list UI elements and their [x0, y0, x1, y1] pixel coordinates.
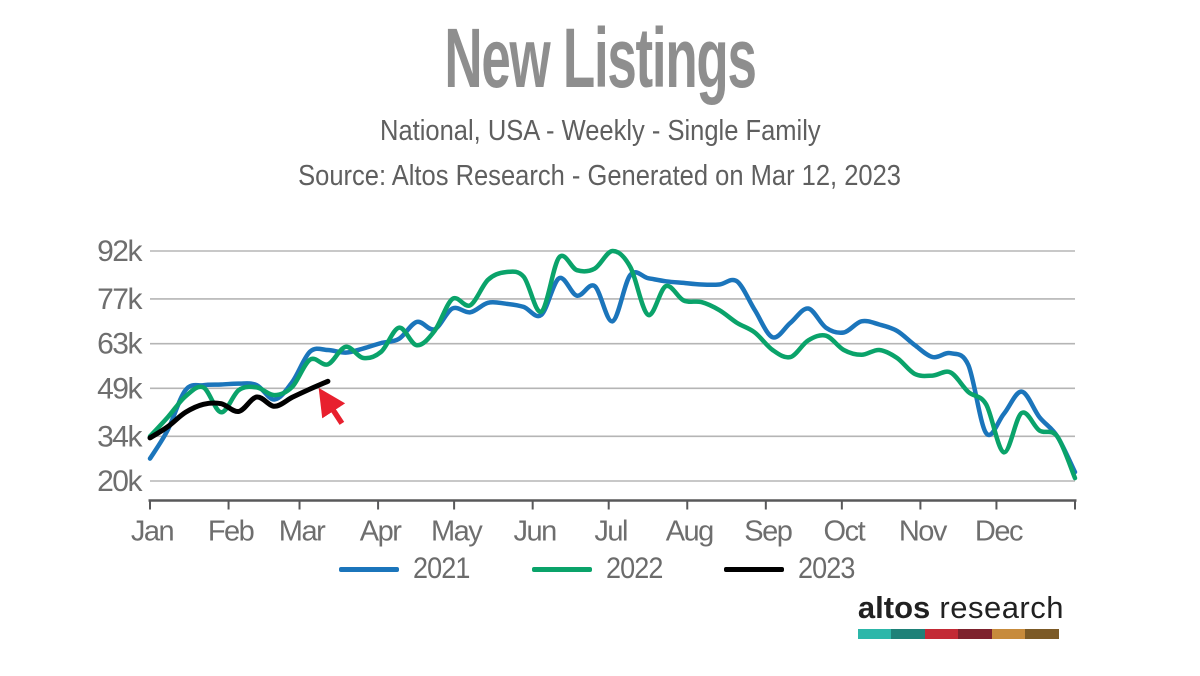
y-axis-label-34k: 34k: [97, 420, 143, 453]
chart-title-text: New Listings: [444, 11, 757, 105]
legend-label-2022: 2022: [605, 552, 663, 585]
legend-item-2021: 2021: [338, 552, 476, 586]
logo-bar-segment-1: [857, 629, 892, 639]
red-arrow-annotation: [318, 387, 346, 425]
series-line-2023: [147, 378, 331, 441]
y-axis-label-63k: 63k: [97, 328, 143, 361]
y-axis-label-49k: 49k: [97, 372, 143, 405]
x-axis-label-Dec: Dec: [975, 516, 1023, 548]
x-axis-label-Apr: Apr: [360, 516, 402, 548]
logo-bar-segment-2: [891, 629, 925, 639]
chart-subtitle: National, USA - Weekly - Single Family: [0, 115, 1200, 148]
series-line-2021: [147, 270, 1078, 475]
logo-bar-segment-4: [958, 629, 992, 639]
logo-bar-segment-5: [991, 629, 1026, 639]
legend-swatch-2022: [531, 566, 592, 572]
x-axis-label-Sep: Sep: [744, 516, 791, 548]
x-axis-label-Aug: Aug: [666, 516, 713, 548]
chart-source-text: Source: Altos Research - Generated on Ma…: [298, 160, 902, 192]
legend-swatch-2023: [724, 566, 785, 572]
y-axis-label-20k: 20k: [97, 465, 143, 498]
logo-word-altos: altos: [857, 590, 931, 625]
legend-item-2023: 2023: [724, 552, 861, 586]
x-axis-label-Jan: Jan: [131, 516, 174, 548]
page-title: New Listings: [0, 16, 1200, 100]
logo-word-research: research: [939, 590, 1064, 625]
x-axis-label-May: May: [431, 516, 483, 548]
altos-research-logo: altos research: [857, 590, 1064, 639]
logo-bar-segment-3: [924, 629, 959, 639]
x-axis-label-Oct: Oct: [824, 516, 866, 548]
legend-swatch-2021: [338, 566, 399, 572]
x-axis-label-Jun: Jun: [514, 516, 557, 548]
chart-source-line: Source: Altos Research - Generated on Ma…: [0, 160, 1200, 193]
logo-bar-segment-6: [1025, 629, 1059, 639]
y-axis-label-92k: 92k: [97, 235, 143, 268]
x-axis-label-Feb: Feb: [208, 516, 254, 548]
series-line-2022: [147, 248, 1078, 481]
logo-color-bar: [857, 629, 1059, 639]
x-axis-label-Mar: Mar: [279, 516, 326, 548]
legend-label-2021: 2021: [412, 552, 470, 585]
logo-wordmark: altos research: [858, 590, 1064, 626]
legend-label-2023: 2023: [798, 552, 855, 585]
legend-item-2022: 2022: [531, 552, 669, 586]
chart-subtitle-text: National, USA - Weekly - Single Family: [379, 115, 821, 147]
x-axis-label-Jul: Jul: [594, 516, 627, 548]
x-axis-label-Nov: Nov: [899, 516, 948, 548]
chart-legend: 2021 2022 2023: [0, 552, 1200, 586]
y-axis-label-77k: 77k: [97, 283, 143, 316]
